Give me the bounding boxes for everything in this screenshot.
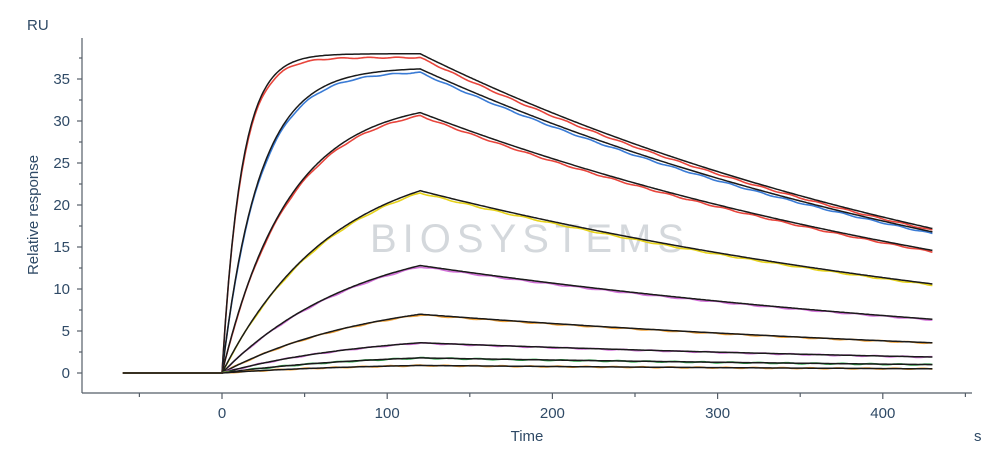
x-unit-label: s	[974, 428, 982, 445]
x-tick-label: 400	[870, 405, 895, 422]
y-tick-label: 35	[53, 71, 70, 88]
y-ticks: 0 5 10 15 20 25 30 35	[53, 57, 82, 382]
y-tick-label: 30	[53, 113, 70, 130]
y-tick-label: 10	[53, 281, 70, 298]
y-tick-label: 25	[53, 155, 70, 172]
x-tick-label: 100	[375, 405, 400, 422]
raw-trace-line	[122, 56, 933, 374]
raw-trace-line	[122, 266, 933, 374]
fit-curve-line	[122, 111, 933, 374]
fit-curve-line	[122, 189, 933, 374]
y-tick-label: 0	[62, 365, 70, 382]
fit-curve-line	[122, 264, 933, 374]
fit-curve-line	[122, 313, 933, 374]
raw-trace-line	[122, 314, 933, 374]
fit-curve-line	[122, 364, 933, 374]
x-ticks: 0 100 200 300 400	[138, 393, 967, 422]
x-tick-label: 300	[705, 405, 730, 422]
fit-curve-line	[122, 53, 933, 374]
x-tick-label: 200	[540, 405, 565, 422]
y-tick-label: 5	[62, 323, 70, 340]
series-layer	[122, 53, 933, 374]
fit-curve-line	[122, 68, 933, 374]
fit-curve-line	[122, 357, 933, 374]
x-tick-label: 0	[218, 405, 226, 422]
fit-curve-line	[122, 342, 933, 374]
y-tick-label: 15	[53, 239, 70, 256]
x-axis-title: Time	[511, 428, 544, 445]
y-tick-label: 20	[53, 197, 70, 214]
y-unit-label: RU	[27, 17, 49, 34]
y-axis-title: Relative response	[25, 155, 42, 275]
